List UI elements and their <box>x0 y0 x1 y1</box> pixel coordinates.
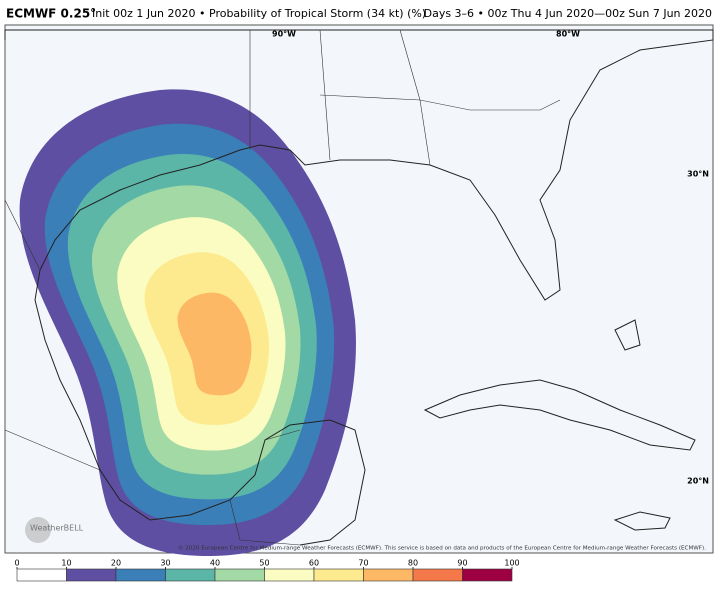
colorbar-segment <box>264 568 315 582</box>
probability-field <box>19 89 356 557</box>
colorbar-segment <box>165 568 216 582</box>
model-name: ECMWF 0.25° <box>6 7 96 21</box>
colorbar-tick-label: 80 <box>408 559 418 568</box>
coastlines <box>4 29 714 546</box>
colorbar-segment <box>16 568 67 582</box>
copyright: © 2020 European Centre for Medium-range … <box>178 545 706 552</box>
colorbar-tick-label: 20 <box>111 559 121 568</box>
colorbar: 0 10 20 30 40 50 60 70 80 90 100 <box>14 559 520 582</box>
logo-icon <box>25 517 51 543</box>
colorbar-segment <box>363 568 414 582</box>
lat-label: 20°N <box>687 477 709 486</box>
jamaica <box>613 511 671 531</box>
header-valid: Days 3–6 • 00z Thu 4 Jun 2020—00z Sun 7 … <box>424 7 712 20</box>
lon-label: 80°W <box>556 30 580 39</box>
colorbar-segment <box>214 568 265 582</box>
colorbar-tick-label: 10 <box>61 559 71 568</box>
colorbar-tick-label: 30 <box>160 559 170 568</box>
colorbar-segment <box>115 568 166 582</box>
probability-contour <box>177 292 252 396</box>
colorbar-tick-label: 40 <box>210 559 220 568</box>
colorbar-segment <box>462 568 513 582</box>
colorbar-tick-label: 90 <box>457 559 467 568</box>
island <box>614 319 641 351</box>
lat-label: 30°N <box>687 170 709 179</box>
logo: WeatherBELL <box>30 524 84 533</box>
colorbar-tick-label: 50 <box>259 559 269 568</box>
colorbar-tick-label: 100 <box>504 559 519 568</box>
colorbar-tick-label: 60 <box>309 559 319 568</box>
lon-label: 90°W <box>272 30 296 39</box>
cuba <box>423 379 696 451</box>
colorbar-segment <box>66 568 117 582</box>
borders <box>4 29 561 546</box>
colorbar-tick-label: 0 <box>14 559 19 568</box>
coastline <box>4 29 714 546</box>
colorbar-tick-label: 70 <box>358 559 368 568</box>
colorbar-segment <box>412 568 463 582</box>
colorbar-segment <box>313 568 364 582</box>
header-title: Init 00z 1 Jun 2020 • Probability of Tro… <box>92 7 426 20</box>
